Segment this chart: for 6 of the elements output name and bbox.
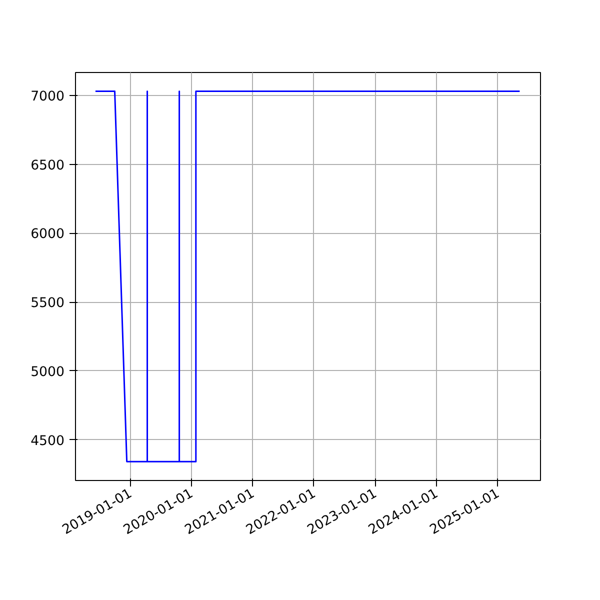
y-tick-label: 7000 — [30, 90, 65, 105]
y-tick-label: 5500 — [30, 296, 65, 312]
y-tick-label: 6000 — [30, 227, 65, 242]
y-tick-label: 6500 — [30, 158, 65, 174]
y-tick-label: 5000 — [30, 364, 65, 380]
y-tick-label: 4500 — [30, 434, 65, 449]
